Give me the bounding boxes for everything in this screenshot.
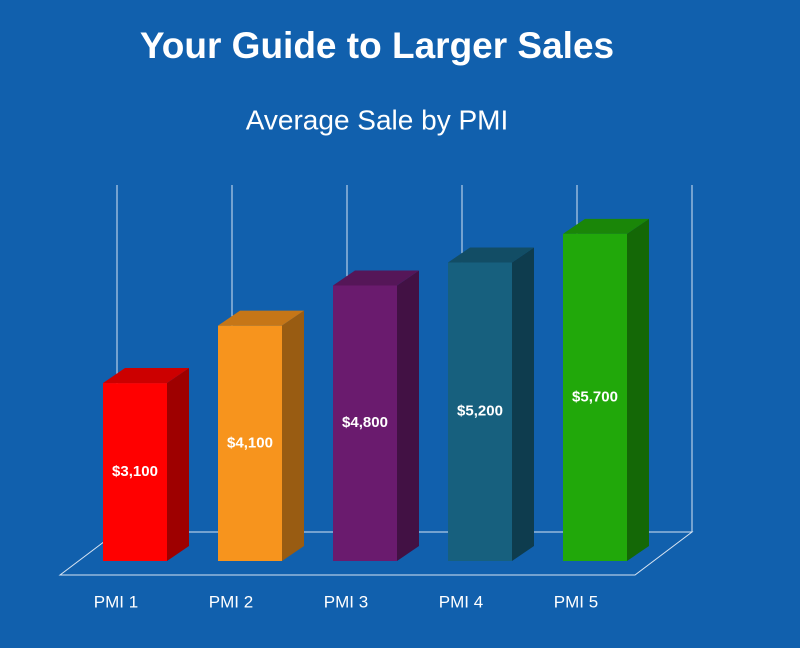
- bar: [563, 233, 627, 561]
- bar-top: [448, 247, 534, 263]
- bar-top: [333, 270, 419, 286]
- value-label: $4,100: [227, 434, 273, 451]
- x-tick-label: PMI 3: [324, 592, 368, 611]
- bar: [448, 262, 512, 561]
- x-tick-label: PMI 4: [439, 592, 483, 611]
- bar-side: [167, 368, 189, 561]
- bar-side: [627, 218, 649, 561]
- chart-title: Your Guide to Larger Sales: [140, 25, 614, 66]
- x-tick-label: PMI 2: [209, 592, 253, 611]
- value-label: $3,100: [112, 463, 158, 480]
- value-label: $4,800: [342, 414, 388, 431]
- bar-side: [282, 310, 304, 561]
- value-label: $5,200: [457, 403, 503, 420]
- bar-top: [563, 218, 649, 234]
- bar-top: [218, 310, 304, 326]
- bar: [103, 383, 167, 561]
- x-tick-label: PMI 5: [554, 592, 598, 611]
- bar: [218, 325, 282, 561]
- value-label: $5,700: [572, 388, 618, 405]
- chart-subtitle: Average Sale by PMI: [246, 104, 509, 135]
- bar-side: [512, 247, 534, 561]
- bar: [333, 285, 397, 561]
- x-tick-label: PMI 1: [94, 592, 138, 611]
- bar-side: [397, 270, 419, 561]
- bar-top: [103, 368, 189, 384]
